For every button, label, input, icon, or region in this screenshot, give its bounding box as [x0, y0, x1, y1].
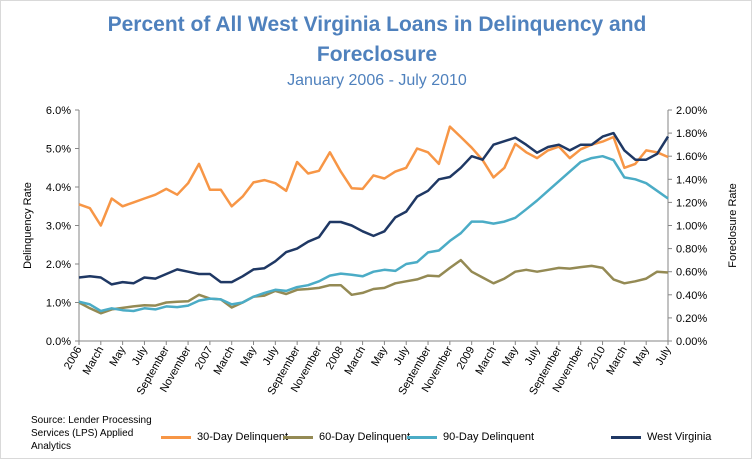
legend-label-30-day: 30-Day Delinquent: [197, 431, 289, 443]
y2-tick-label: 0.60%: [676, 267, 707, 279]
series-30-day-line: [78, 125, 669, 227]
y-tick-label: 2.0%: [46, 259, 71, 271]
legend-label-60-day: 60-Day Delinquent: [319, 431, 411, 443]
x-tick-label: 2009: [455, 345, 478, 372]
legend-30-day: 30-Day Delinquent: [161, 431, 288, 443]
y-tick-label: 3.0%: [46, 221, 71, 233]
x-tick-label: March: [81, 345, 107, 377]
y2-tick-label: 1.80%: [676, 128, 707, 140]
chart-subtitle: January 2006 - July 2010: [287, 72, 467, 89]
legend-west-virginia: West Virginia: [611, 431, 711, 443]
y2-tick-label: 0.80%: [676, 244, 707, 256]
legend-label-90-day: 90-Day Delinquent: [443, 431, 535, 443]
x-tick-label: May: [238, 344, 259, 368]
y2-tick-label: 0.00%: [676, 336, 707, 348]
y2-tick-label: 0.20%: [676, 313, 707, 325]
x-tick-label: May: [369, 344, 390, 368]
legend-swatch-30-day: [161, 435, 191, 439]
x-tick-label: July: [653, 344, 673, 367]
x-tick-label: March: [343, 345, 369, 377]
y2-tick-label: 1.40%: [676, 174, 707, 186]
y-tick-label: 0.0%: [46, 336, 71, 348]
legend-swatch-90-day: [407, 435, 437, 439]
x-tick-label: July: [523, 344, 543, 367]
y-axis-title: Delinquency Rate: [22, 182, 34, 269]
y2-tick-label: 2.00%: [676, 105, 707, 117]
x-tick-label: March: [473, 344, 499, 376]
x-tick-label: 2010: [586, 345, 609, 372]
y2-tick-label: 1.60%: [676, 151, 707, 163]
y-tick-label: 6.0%: [46, 105, 71, 117]
chart-title-line-1: Percent of All West Virginia Loans in De…: [107, 13, 647, 36]
x-tick-label: March: [212, 345, 238, 377]
y-tick-label: 5.0%: [46, 144, 71, 156]
y2-tick-label: 1.00%: [676, 221, 707, 233]
x-tick-label: March: [604, 345, 630, 377]
chart-title-line-2: Foreclosure: [316, 43, 438, 66]
y-tick-label: 4.0%: [46, 182, 71, 194]
x-tick-label: May: [631, 344, 652, 368]
x-tick-label: July: [261, 344, 281, 367]
legend-swatch-60-day: [283, 435, 313, 439]
x-tick-label: 2006: [62, 345, 85, 372]
x-tick-label: May: [107, 344, 128, 368]
y-tick-label: 1.0%: [46, 298, 71, 310]
x-tick-label: 2008: [324, 345, 347, 372]
x-tick-label: 2007: [193, 345, 216, 372]
x-tick-label: July: [392, 344, 412, 367]
x-tick-label: July: [130, 344, 150, 367]
y2-tick-label: 1.20%: [676, 197, 707, 209]
legend-90-day: 90-Day Delinquent: [407, 431, 534, 443]
x-tick-label: May: [500, 344, 521, 368]
legend-swatch-west-virginia: [611, 435, 641, 439]
y2-axis-title: Foreclosure Rate: [727, 183, 739, 267]
y2-tick-label: 0.40%: [676, 290, 707, 302]
legend-label-west-virginia: West Virginia: [647, 431, 712, 443]
series-60-day-line: [78, 258, 669, 315]
legend-60-day: 60-Day Delinquent: [283, 431, 410, 443]
series-90-day-line: [78, 154, 669, 313]
series-west-virginia-line: [78, 131, 670, 286]
source-note: Source: Lender Processing Services (LPS)…: [31, 415, 152, 452]
